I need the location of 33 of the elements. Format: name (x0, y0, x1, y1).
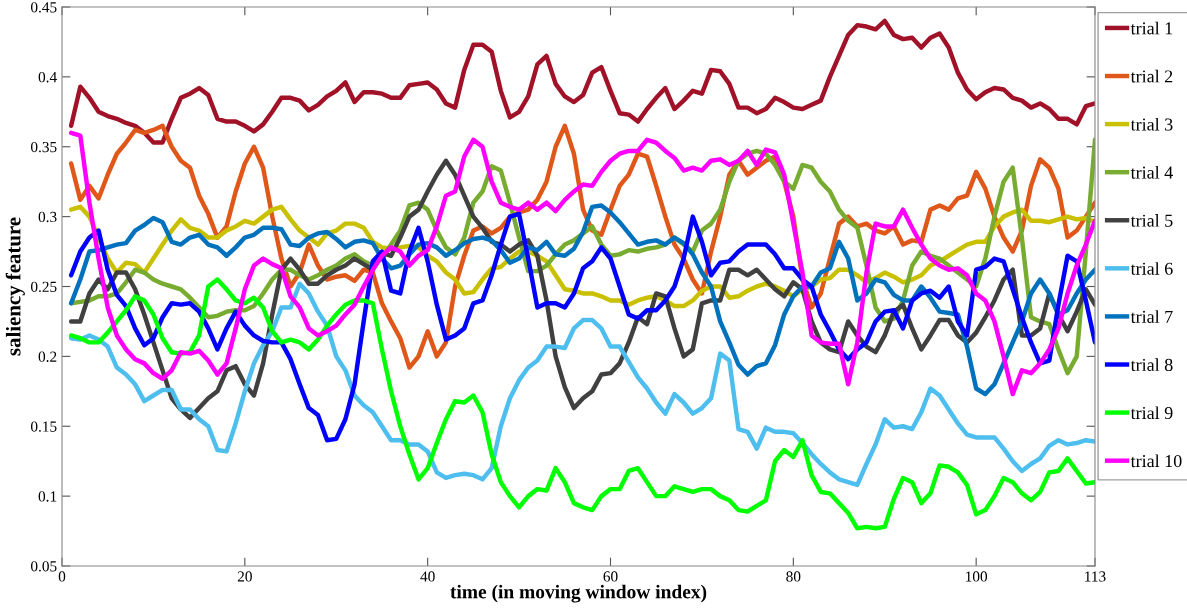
x-tick-label: 0 (58, 571, 66, 582)
legend-label: trial 2 (1130, 69, 1173, 83)
legend-label: trial 5 (1130, 214, 1173, 227)
legend-label: trial 9 (1130, 406, 1173, 420)
x-tick-label: 20 (237, 571, 252, 582)
y-tick-label: 0.45 (30, 2, 57, 13)
legend-label: trial 10 (1130, 454, 1182, 468)
x-tick-label: 40 (420, 571, 435, 582)
legend-label: trial 3 (1130, 117, 1173, 131)
line-series (68, 277, 1095, 531)
y-tick-label: 0.2 (38, 351, 57, 362)
x-tick-label: 100 (966, 571, 988, 582)
line-series (68, 203, 1095, 397)
legend-label: trial 6 (1130, 262, 1173, 275)
y-tick-label: 0.35 (30, 141, 57, 153)
line-series (68, 211, 1095, 443)
y-tick-label: 0.1 (38, 491, 57, 502)
y-tick-label: 0.25 (30, 281, 57, 293)
y-tick-label: 0.3 (38, 211, 57, 223)
legend-label: trial 7 (1130, 310, 1173, 323)
y-axis-title: saliency feature (5, 217, 25, 356)
legend-label: trial 4 (1130, 165, 1173, 179)
y-tick-label: 0.15 (30, 421, 57, 432)
y-tick-label: 0.05 (30, 561, 57, 572)
y-tick-label: 0.4 (38, 72, 57, 83)
x-tick-label: 60 (603, 571, 618, 582)
line-series (68, 18, 1095, 145)
x-axis-title: time (in moving window index) (450, 584, 707, 603)
legend-label: trial 8 (1130, 358, 1173, 371)
line-series (68, 281, 1095, 488)
x-tick-label: 80 (786, 571, 801, 582)
legend-label: trial 1 (1130, 21, 1173, 35)
x-tick-label: 113 (1085, 571, 1106, 582)
